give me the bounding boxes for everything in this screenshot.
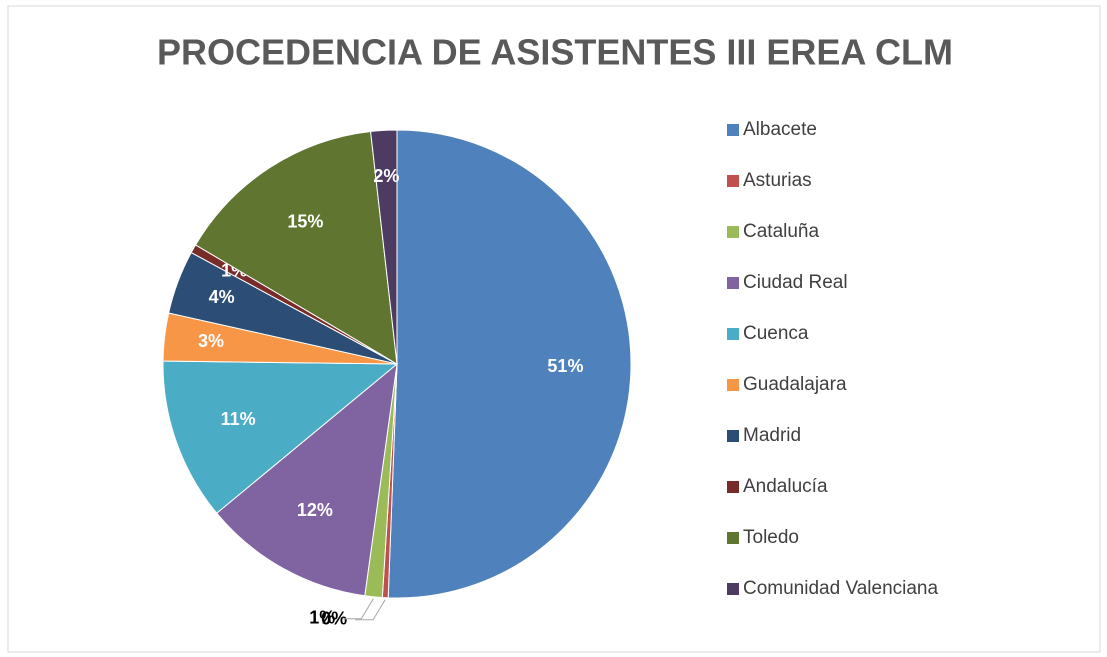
pie-slice: [194, 130, 398, 365]
data-label: 12%: [297, 500, 333, 520]
legend-label: Asturias: [743, 170, 812, 191]
leader-line: [355, 599, 386, 621]
data-label: 51%: [547, 356, 583, 376]
legend-swatch: [727, 430, 739, 442]
legend-label: Madrid: [743, 425, 801, 446]
data-label: 0%: [321, 608, 347, 628]
legend-label: Comunidad Valenciana: [743, 578, 938, 599]
leader-line: [343, 598, 374, 620]
pie-slice: [370, 129, 398, 365]
legend-label: Albacete: [743, 119, 817, 140]
legend-swatch: [727, 379, 739, 391]
legend-label: Cataluña: [743, 221, 819, 242]
pie-slice: [387, 129, 632, 599]
legend-swatch: [727, 277, 739, 289]
data-label: 15%: [287, 211, 323, 231]
legend-swatch: [727, 532, 739, 544]
legend-label: Ciudad Real: [743, 272, 848, 293]
legend-swatch: [727, 124, 739, 136]
legend-label: Cuenca: [743, 323, 809, 344]
legend-swatch: [727, 328, 739, 340]
data-label: 2%: [373, 166, 399, 186]
legend-swatch: [727, 481, 739, 493]
legend: [680, 105, 968, 615]
legend-label: Andalucía: [743, 476, 828, 497]
legend-swatch: [727, 583, 739, 595]
chart-title: PROCEDENCIA DE ASISTENTES III EREA CLM: [157, 32, 953, 73]
legend-swatch: [727, 175, 739, 187]
legend-label: Toledo: [743, 527, 799, 548]
data-label: 4%: [209, 287, 235, 307]
data-label: 3%: [198, 331, 224, 351]
pie-slice: [215, 362, 398, 597]
legend-label: Guadalajara: [743, 374, 847, 395]
legend-swatch: [727, 226, 739, 238]
data-label: 1%: [309, 608, 335, 628]
data-label: 11%: [221, 409, 256, 429]
pie-slice: [162, 360, 399, 514]
